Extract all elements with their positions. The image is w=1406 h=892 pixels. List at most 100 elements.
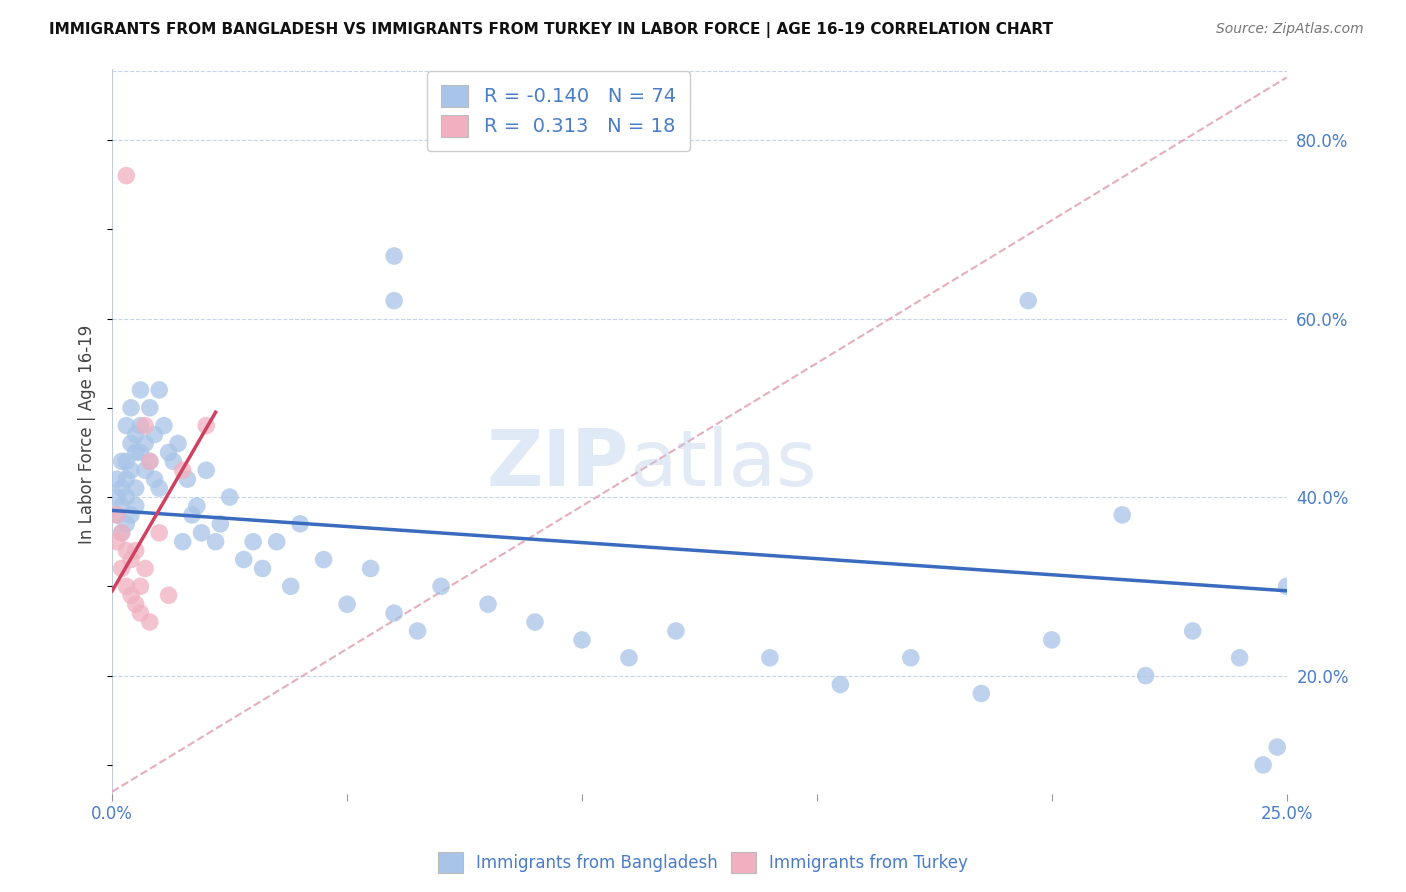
Point [186,499,208,513]
Point [129,579,152,593]
Point [143,472,166,486]
Point [406,624,429,638]
Point [195,463,218,477]
Point [571,632,593,647]
Point [1111,508,1133,522]
Point [129,606,152,620]
Point [134,436,156,450]
Point [176,472,198,486]
Point [312,552,335,566]
Point [1135,668,1157,682]
Point [111,499,134,513]
Legend: Immigrants from Bangladesh, Immigrants from Turkey: Immigrants from Bangladesh, Immigrants f… [432,846,974,880]
Point [617,650,640,665]
Point [1251,758,1274,772]
Point [105,508,128,522]
Point [115,169,138,183]
Point [157,445,180,459]
Text: IMMIGRANTS FROM BANGLADESH VS IMMIGRANTS FROM TURKEY IN LABOR FORCE | AGE 16-19 : IMMIGRANTS FROM BANGLADESH VS IMMIGRANTS… [49,22,1053,38]
Point [360,561,382,575]
Point [115,490,138,504]
Point [336,597,359,611]
Point [120,463,142,477]
Point [970,686,993,700]
Point [148,481,170,495]
Point [115,454,138,468]
Point [148,525,170,540]
Point [139,615,162,629]
Point [125,499,148,513]
Point [105,490,128,504]
Point [111,561,134,575]
Point [382,293,405,308]
Point [252,561,274,575]
Point [115,472,138,486]
Point [759,650,782,665]
Point [1017,293,1039,308]
Point [115,418,138,433]
Point [209,516,232,531]
Point [1275,579,1298,593]
Point [105,534,128,549]
Point [181,508,204,522]
Point [134,561,156,575]
Point [134,418,156,433]
Point [280,579,302,593]
Point [1265,740,1288,755]
Point [139,401,162,415]
Point [115,516,138,531]
Point [125,427,148,442]
Point [1040,632,1063,647]
Point [830,677,852,691]
Point [134,463,156,477]
Point [190,525,212,540]
Point [148,383,170,397]
Text: Source: ZipAtlas.com: Source: ZipAtlas.com [1216,22,1364,37]
Point [120,552,142,566]
Point [900,650,922,665]
Point [477,597,499,611]
Point [172,534,194,549]
Point [125,543,148,558]
Point [524,615,547,629]
Point [125,445,148,459]
Point [105,472,128,486]
Point [129,383,152,397]
Text: ZIP: ZIP [486,425,628,502]
Point [382,249,405,263]
Point [1181,624,1204,638]
Point [1229,650,1251,665]
Point [125,597,148,611]
Point [129,418,152,433]
Point [382,606,405,620]
Point [218,490,240,504]
Point [266,534,288,549]
Point [157,588,180,602]
Point [143,427,166,442]
Legend: R = -0.140   N = 74, R =  0.313   N = 18: R = -0.140 N = 74, R = 0.313 N = 18 [427,71,689,151]
Point [129,445,152,459]
Point [115,543,138,558]
Point [105,508,128,522]
Point [120,401,142,415]
Point [115,579,138,593]
Point [288,516,311,531]
Point [111,454,134,468]
Point [111,525,134,540]
Point [204,534,226,549]
Point [242,534,264,549]
Point [139,454,162,468]
Point [111,481,134,495]
Text: atlas: atlas [628,425,817,502]
Point [120,508,142,522]
Point [172,463,194,477]
Point [167,436,190,450]
Y-axis label: In Labor Force | Age 16-19: In Labor Force | Age 16-19 [79,325,96,544]
Point [162,454,184,468]
Point [153,418,176,433]
Point [139,454,162,468]
Point [125,481,148,495]
Point [232,552,254,566]
Point [665,624,688,638]
Point [195,418,218,433]
